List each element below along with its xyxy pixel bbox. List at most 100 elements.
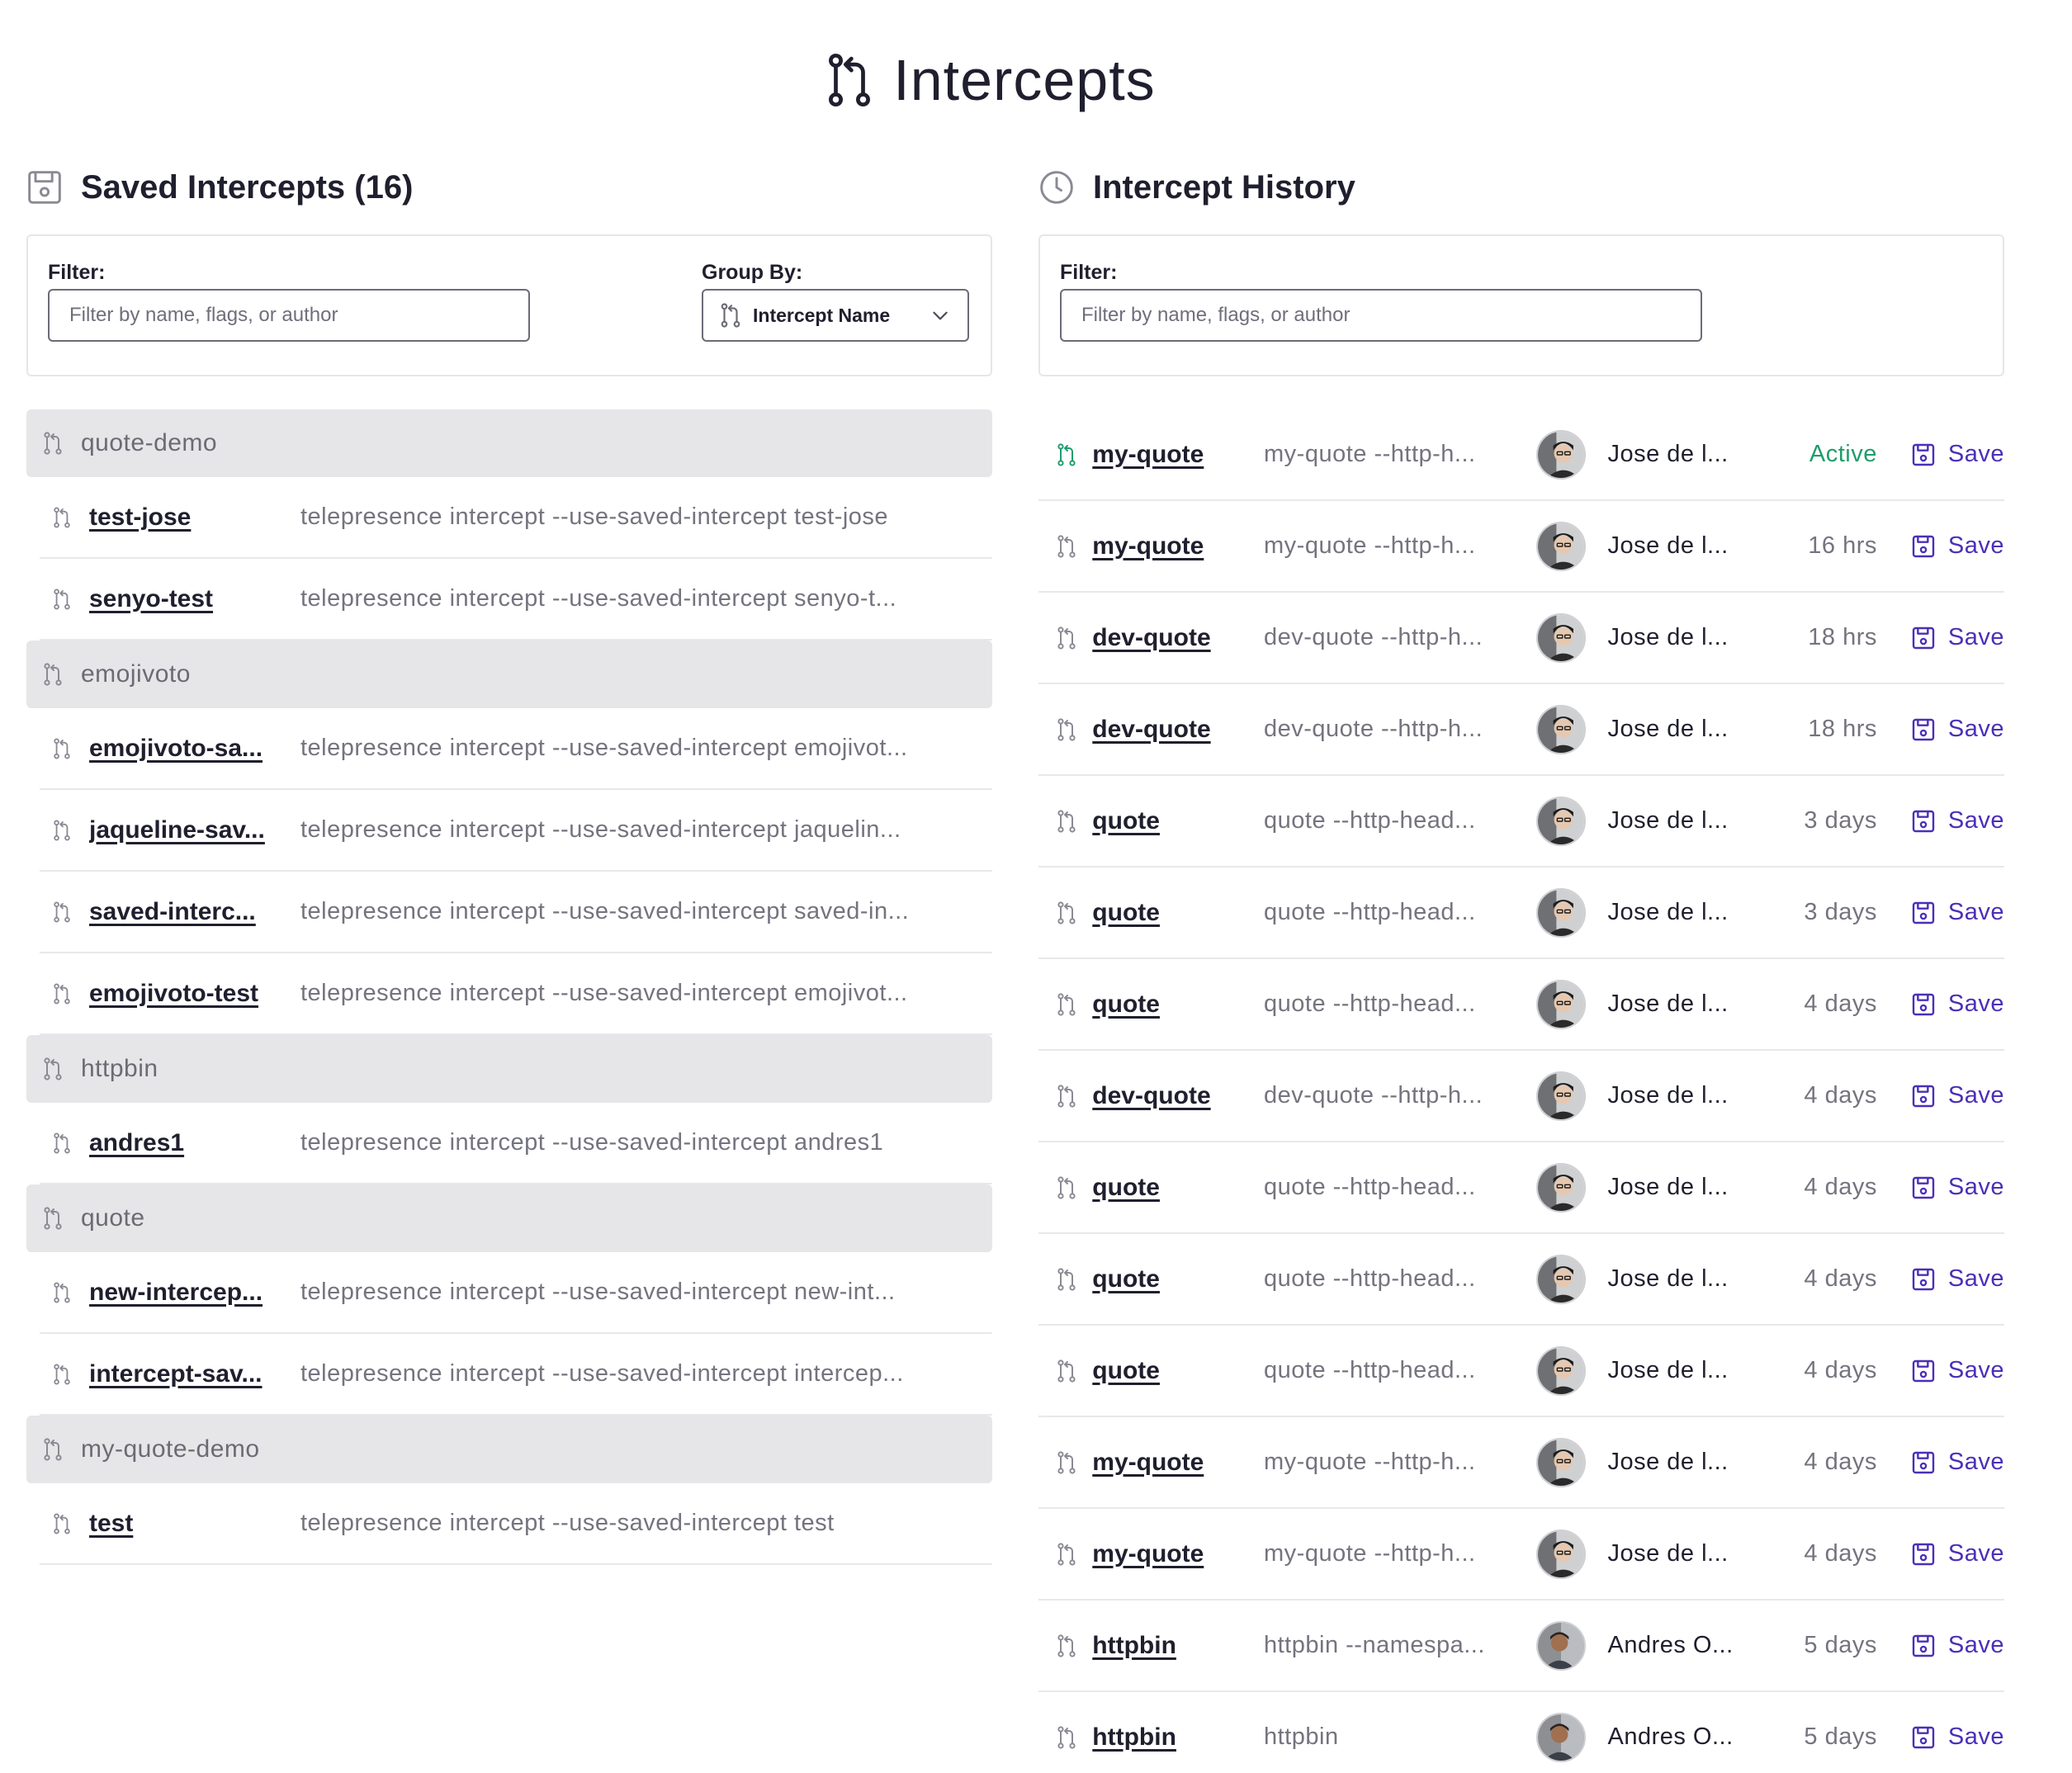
history-intercept-link[interactable]: my-quote bbox=[1092, 1539, 1204, 1567]
avatar bbox=[1536, 1437, 1587, 1487]
saved-intercept-link[interactable]: emojivoto-test bbox=[89, 979, 259, 1007]
saved-intercept-link[interactable]: intercept-sav... bbox=[89, 1359, 263, 1388]
history-intercept-link[interactable]: dev-quote bbox=[1092, 623, 1211, 651]
history-intercept-link[interactable]: quote bbox=[1092, 1265, 1160, 1293]
history-status: 4 days bbox=[1804, 1174, 1877, 1200]
git-pull-request-icon bbox=[44, 432, 62, 455]
history-filter-input[interactable] bbox=[1060, 289, 1702, 342]
save-button[interactable]: Save bbox=[1910, 1265, 2004, 1293]
git-pull-request-icon bbox=[1057, 809, 1076, 833]
history-filter-label: Filter: bbox=[1060, 261, 1118, 284]
history-status: 4 days bbox=[1804, 1449, 1877, 1475]
history-author: Jose de l... bbox=[1607, 1449, 1729, 1475]
saved-intercept-link[interactable]: test-jose bbox=[89, 503, 192, 531]
git-pull-request-icon bbox=[54, 901, 70, 922]
avatar-image bbox=[1538, 1622, 1585, 1669]
avatar-image bbox=[1538, 522, 1585, 570]
git-pull-request-icon bbox=[1057, 992, 1076, 1016]
save-button[interactable]: Save bbox=[1910, 899, 2004, 926]
history-status: 4 days bbox=[1804, 1265, 1877, 1292]
saved-intercept-row: senyo-test telepresence intercept --use-s… bbox=[40, 559, 992, 641]
history-author: Jose de l... bbox=[1607, 899, 1729, 925]
group-by-select[interactable]: Intercept Name bbox=[702, 289, 969, 342]
history-author: Jose de l... bbox=[1607, 624, 1729, 650]
saved-intercept-link[interactable]: emojivoto-sa... bbox=[89, 734, 263, 762]
avatar bbox=[1536, 612, 1587, 663]
history-intercept-link[interactable]: quote bbox=[1092, 990, 1160, 1018]
save-button[interactable]: Save bbox=[1910, 1357, 2004, 1384]
saved-intercept-command: telepresence intercept --use-saved-inter… bbox=[300, 1279, 896, 1305]
history-intercept-link[interactable]: dev-quote bbox=[1092, 715, 1211, 743]
history-status: 16 hrs bbox=[1808, 532, 1877, 559]
history-status: 5 days bbox=[1804, 1632, 1877, 1658]
save-label: Save bbox=[1947, 899, 2004, 925]
save-button[interactable]: Save bbox=[1910, 1174, 2004, 1201]
history-intercept-link[interactable]: httpbin bbox=[1092, 1631, 1176, 1659]
history-intercept-link[interactable]: my-quote bbox=[1092, 532, 1204, 560]
git-pull-request-icon bbox=[1057, 534, 1076, 558]
history-status: 4 days bbox=[1804, 1082, 1877, 1109]
saved-intercept-link[interactable]: saved-interc... bbox=[89, 897, 256, 925]
save-label: Save bbox=[1947, 1540, 2004, 1567]
saved-intercepts-header: Saved Intercepts (16) bbox=[26, 157, 992, 218]
history-intercept-link[interactable]: my-quote bbox=[1092, 1448, 1204, 1476]
saved-intercept-link[interactable]: test bbox=[89, 1509, 134, 1537]
group-name: quote-demo bbox=[81, 429, 218, 456]
history-author: Jose de l... bbox=[1607, 807, 1729, 834]
save-button[interactable]: Save bbox=[1910, 1449, 2004, 1476]
history-command: my-quote --http-h... bbox=[1264, 1449, 1476, 1475]
history-row: my-quote my-quote --http-h... Jose de l...… bbox=[1038, 409, 2004, 501]
history-command: httpbin bbox=[1264, 1723, 1339, 1750]
saved-intercept-row: new-intercep... telepresence intercept --… bbox=[40, 1252, 992, 1334]
git-pull-request-icon bbox=[1057, 1725, 1076, 1749]
save-label: Save bbox=[1947, 807, 2004, 834]
saved-intercept-row: jaqueline-sav... telepresence intercept -… bbox=[40, 790, 992, 872]
history-row: quote quote --http-head... Jose de l... 4 d… bbox=[1038, 959, 2004, 1051]
avatar-image bbox=[1538, 1347, 1585, 1394]
avatar bbox=[1536, 1254, 1587, 1304]
history-author: Jose de l... bbox=[1607, 441, 1729, 467]
save-button[interactable]: Save bbox=[1910, 624, 2004, 651]
saved-intercept-link[interactable]: new-intercep... bbox=[89, 1278, 263, 1306]
avatar-image bbox=[1538, 431, 1585, 478]
history-intercept-link[interactable]: quote bbox=[1092, 1173, 1160, 1201]
history-author: Jose de l... bbox=[1607, 1082, 1729, 1109]
history-row: my-quote my-quote --http-h... Jose de l...… bbox=[1038, 1417, 2004, 1509]
saved-intercept-link[interactable]: andres1 bbox=[89, 1128, 185, 1156]
avatar-image bbox=[1538, 1439, 1585, 1486]
git-pull-request-icon bbox=[1057, 1542, 1076, 1566]
history-intercept-link[interactable]: httpbin bbox=[1092, 1723, 1176, 1751]
history-row-icon bbox=[1038, 1725, 1092, 1750]
history-row-icon bbox=[1038, 1359, 1092, 1383]
git-pull-request-icon bbox=[1057, 626, 1076, 650]
history-intercept-link[interactable]: quote bbox=[1092, 898, 1160, 926]
history-intercept-link[interactable]: dev-quote bbox=[1092, 1081, 1211, 1109]
group-name: emojivoto bbox=[81, 660, 191, 688]
save-button[interactable]: Save bbox=[1910, 1540, 2004, 1567]
history-intercept-link[interactable]: my-quote bbox=[1092, 440, 1204, 468]
saved-intercept-link[interactable]: senyo-test bbox=[89, 584, 214, 612]
save-icon bbox=[1912, 1359, 1935, 1382]
save-icon bbox=[1912, 810, 1935, 832]
history-author: Andres O... bbox=[1607, 1632, 1734, 1658]
save-button[interactable]: Save bbox=[1910, 716, 2004, 743]
history-row: quote quote --http-head... Jose de l... 4 d… bbox=[1038, 1326, 2004, 1417]
save-button[interactable]: Save bbox=[1910, 532, 2004, 560]
save-label: Save bbox=[1947, 1174, 2004, 1200]
group-name: quote bbox=[81, 1204, 145, 1232]
save-label: Save bbox=[1947, 716, 2004, 742]
history-intercept-link[interactable]: quote bbox=[1092, 806, 1160, 834]
save-button[interactable]: Save bbox=[1910, 991, 2004, 1018]
save-button[interactable]: Save bbox=[1910, 1723, 2004, 1751]
saved-filter-input[interactable] bbox=[48, 289, 530, 342]
history-command: quote --http-head... bbox=[1264, 807, 1476, 834]
history-intercept-link[interactable]: quote bbox=[1092, 1356, 1160, 1384]
save-button[interactable]: Save bbox=[1910, 807, 2004, 834]
saved-intercept-link[interactable]: jaqueline-sav... bbox=[89, 816, 265, 844]
save-button[interactable]: Save bbox=[1910, 1082, 2004, 1109]
git-pull-request-icon bbox=[54, 820, 70, 840]
git-pull-request-icon bbox=[54, 1513, 70, 1534]
save-button[interactable]: Save bbox=[1910, 441, 2004, 468]
save-button[interactable]: Save bbox=[1910, 1632, 2004, 1659]
history-row-icon bbox=[1038, 442, 1092, 467]
